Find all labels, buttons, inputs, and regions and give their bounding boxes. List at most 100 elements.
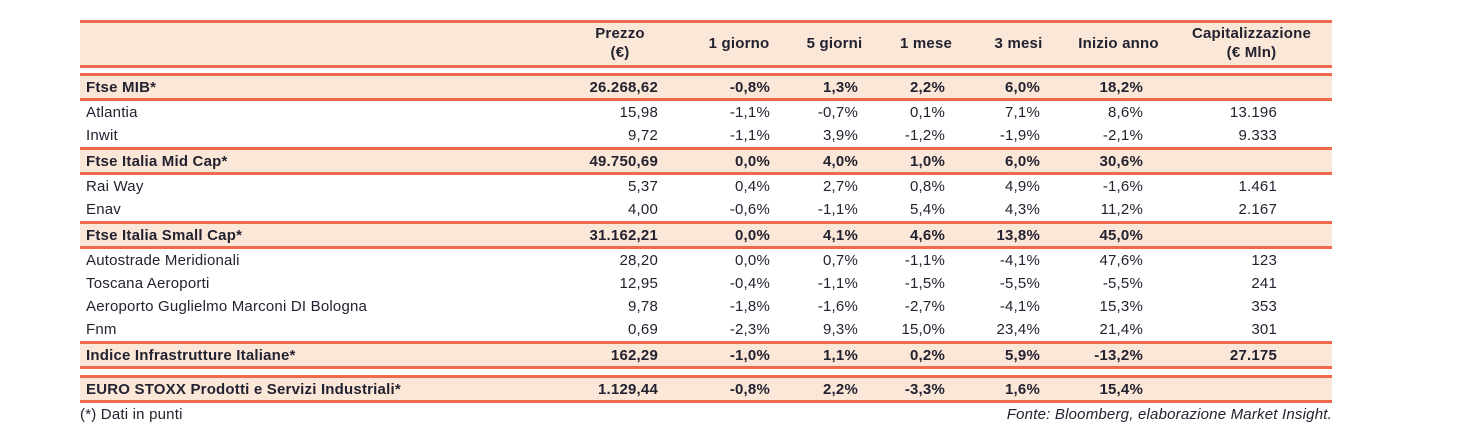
cell-capitalizzazione: 123 xyxy=(1171,247,1332,272)
cell-1-giorno: -0,8% xyxy=(690,73,788,101)
cell-capitalizzazione: 2.167 xyxy=(1171,198,1332,223)
cell-inizio-anno: 45,0% xyxy=(1066,221,1171,249)
cell-prezzo: 162,29 xyxy=(550,341,690,369)
cell-3-mesi: 6,0% xyxy=(971,73,1066,101)
cell-inizio-anno: 15,4% xyxy=(1066,375,1171,403)
spacer-row xyxy=(80,66,1332,75)
cell-3-mesi: 1,6% xyxy=(971,375,1066,403)
cell-capitalizzazione xyxy=(1171,73,1332,101)
stock-row-atlantia: Atlantia 15,98 -1,1% -0,7% 0,1% 7,1% 8,6… xyxy=(80,99,1332,124)
cell-5-giorni: 4,0% xyxy=(788,147,881,175)
cell-1-giorno: 0,4% xyxy=(690,173,788,198)
cell-1-mese: -2,7% xyxy=(881,295,971,318)
cell-name: Aeroporto Guglielmo Marconi DI Bologna xyxy=(80,295,550,318)
cell-inizio-anno: -5,5% xyxy=(1066,272,1171,295)
cell-1-mese: 0,1% xyxy=(881,99,971,124)
cell-1-mese: -1,1% xyxy=(881,247,971,272)
header-prezzo-line2: (€) xyxy=(610,44,630,61)
header-3-mesi: 3 mesi xyxy=(971,20,1066,68)
cell-inizio-anno: -1,6% xyxy=(1066,173,1171,198)
cell-prezzo: 9,72 xyxy=(550,124,690,149)
cell-inizio-anno: 21,4% xyxy=(1066,318,1171,343)
header-capitalizzazione-line1: Capitalizzazione xyxy=(1191,25,1312,43)
stock-row-enav: Enav 4,00 -0,6% -1,1% 5,4% 4,3% 11,2% 2.… xyxy=(80,198,1332,223)
market-performance-table: Prezzo (€) 1 giorno 5 giorni 1 mese 3 me… xyxy=(80,20,1332,403)
cell-1-giorno: -0,8% xyxy=(690,375,788,403)
cell-name: Toscana Aeroporti xyxy=(80,272,550,295)
cell-name: Ftse Italia Mid Cap* xyxy=(80,147,550,175)
cell-3-mesi: -4,1% xyxy=(971,295,1066,318)
stock-row-fnm: Fnm 0,69 -2,3% 9,3% 15,0% 23,4% 21,4% 30… xyxy=(80,318,1332,343)
header-prezzo: Prezzo (€) xyxy=(550,20,690,68)
cell-prezzo: 5,37 xyxy=(550,173,690,198)
cell-3-mesi: 6,0% xyxy=(971,147,1066,175)
spacer-row xyxy=(80,367,1332,377)
cell-1-mese: 5,4% xyxy=(881,198,971,223)
cell-5-giorni: -0,7% xyxy=(788,99,881,124)
cell-5-giorni: -1,1% xyxy=(788,272,881,295)
header-capitalizzazione: Capitalizzazione (€ Mln) xyxy=(1171,20,1332,68)
index-row-euro-stoxx-industriali: EURO STOXX Prodotti e Servizi Industrial… xyxy=(80,375,1332,403)
market-performance-section: Prezzo (€) 1 giorno 5 giorni 1 mese 3 me… xyxy=(80,20,1332,423)
cell-prezzo: 0,69 xyxy=(550,318,690,343)
cell-name: Ftse MIB* xyxy=(80,73,550,101)
cell-3-mesi: 7,1% xyxy=(971,99,1066,124)
header-prezzo-line1: Prezzo xyxy=(595,25,645,43)
cell-5-giorni: 1,3% xyxy=(788,73,881,101)
cell-name: Autostrade Meridionali xyxy=(80,247,550,272)
cell-capitalizzazione xyxy=(1171,147,1332,175)
table-header-row: Prezzo (€) 1 giorno 5 giorni 1 mese 3 me… xyxy=(80,20,1332,68)
cell-inizio-anno: 18,2% xyxy=(1066,73,1171,101)
stock-row-inwit: Inwit 9,72 -1,1% 3,9% -1,2% -1,9% -2,1% … xyxy=(80,124,1332,149)
cell-prezzo: 15,98 xyxy=(550,99,690,124)
cell-capitalizzazione: 27.175 xyxy=(1171,341,1332,369)
cell-inizio-anno: 11,2% xyxy=(1066,198,1171,223)
cell-prezzo: 9,78 xyxy=(550,295,690,318)
cell-capitalizzazione: 1.461 xyxy=(1171,173,1332,198)
cell-1-mese: 2,2% xyxy=(881,73,971,101)
cell-name: Atlantia xyxy=(80,99,550,124)
cell-name: Rai Way xyxy=(80,173,550,198)
cell-3-mesi: 5,9% xyxy=(971,341,1066,369)
cell-name: Fnm xyxy=(80,318,550,343)
cell-capitalizzazione xyxy=(1171,375,1332,403)
cell-1-giorno: 0,0% xyxy=(690,221,788,249)
cell-1-giorno: -1,1% xyxy=(690,124,788,149)
cell-5-giorni: 3,9% xyxy=(788,124,881,149)
cell-1-giorno: -1,1% xyxy=(690,99,788,124)
source-attribution: Fonte: Bloomberg, elaborazione Market In… xyxy=(1006,406,1332,423)
cell-1-giorno: -1,0% xyxy=(690,341,788,369)
cell-5-giorni: -1,6% xyxy=(788,295,881,318)
stock-row-autostrade-meridionali: Autostrade Meridionali 28,20 0,0% 0,7% -… xyxy=(80,247,1332,272)
index-row-ftse-mib: Ftse MIB* 26.268,62 -0,8% 1,3% 2,2% 6,0%… xyxy=(80,73,1332,101)
cell-capitalizzazione: 241 xyxy=(1171,272,1332,295)
cell-prezzo: 28,20 xyxy=(550,247,690,272)
header-1-mese: 1 mese xyxy=(881,20,971,68)
cell-1-giorno: -0,4% xyxy=(690,272,788,295)
stock-row-rai-way: Rai Way 5,37 0,4% 2,7% 0,8% 4,9% -1,6% 1… xyxy=(80,173,1332,198)
cell-capitalizzazione: 353 xyxy=(1171,295,1332,318)
cell-3-mesi: 13,8% xyxy=(971,221,1066,249)
stock-row-aeroporto-marconi-bologna: Aeroporto Guglielmo Marconi DI Bologna 9… xyxy=(80,295,1332,318)
table-footer: (*) Dati in punti Fonte: Bloomberg, elab… xyxy=(80,406,1332,423)
cell-3-mesi: 4,3% xyxy=(971,198,1066,223)
cell-capitalizzazione xyxy=(1171,221,1332,249)
cell-1-giorno: 0,0% xyxy=(690,147,788,175)
cell-5-giorni: 1,1% xyxy=(788,341,881,369)
footnote-dati-in-punti: (*) Dati in punti xyxy=(80,406,183,423)
cell-1-mese: 0,8% xyxy=(881,173,971,198)
cell-5-giorni: 0,7% xyxy=(788,247,881,272)
cell-name: Enav xyxy=(80,198,550,223)
header-1-giorno: 1 giorno xyxy=(690,20,788,68)
cell-inizio-anno: 15,3% xyxy=(1066,295,1171,318)
cell-inizio-anno: -13,2% xyxy=(1066,341,1171,369)
cell-capitalizzazione: 13.196 xyxy=(1171,99,1332,124)
cell-prezzo: 49.750,69 xyxy=(550,147,690,175)
cell-1-giorno: 0,0% xyxy=(690,247,788,272)
cell-1-giorno: -0,6% xyxy=(690,198,788,223)
cell-prezzo: 31.162,21 xyxy=(550,221,690,249)
cell-prezzo: 12,95 xyxy=(550,272,690,295)
cell-name: Ftse Italia Small Cap* xyxy=(80,221,550,249)
header-5-giorni: 5 giorni xyxy=(788,20,881,68)
cell-3-mesi: -5,5% xyxy=(971,272,1066,295)
